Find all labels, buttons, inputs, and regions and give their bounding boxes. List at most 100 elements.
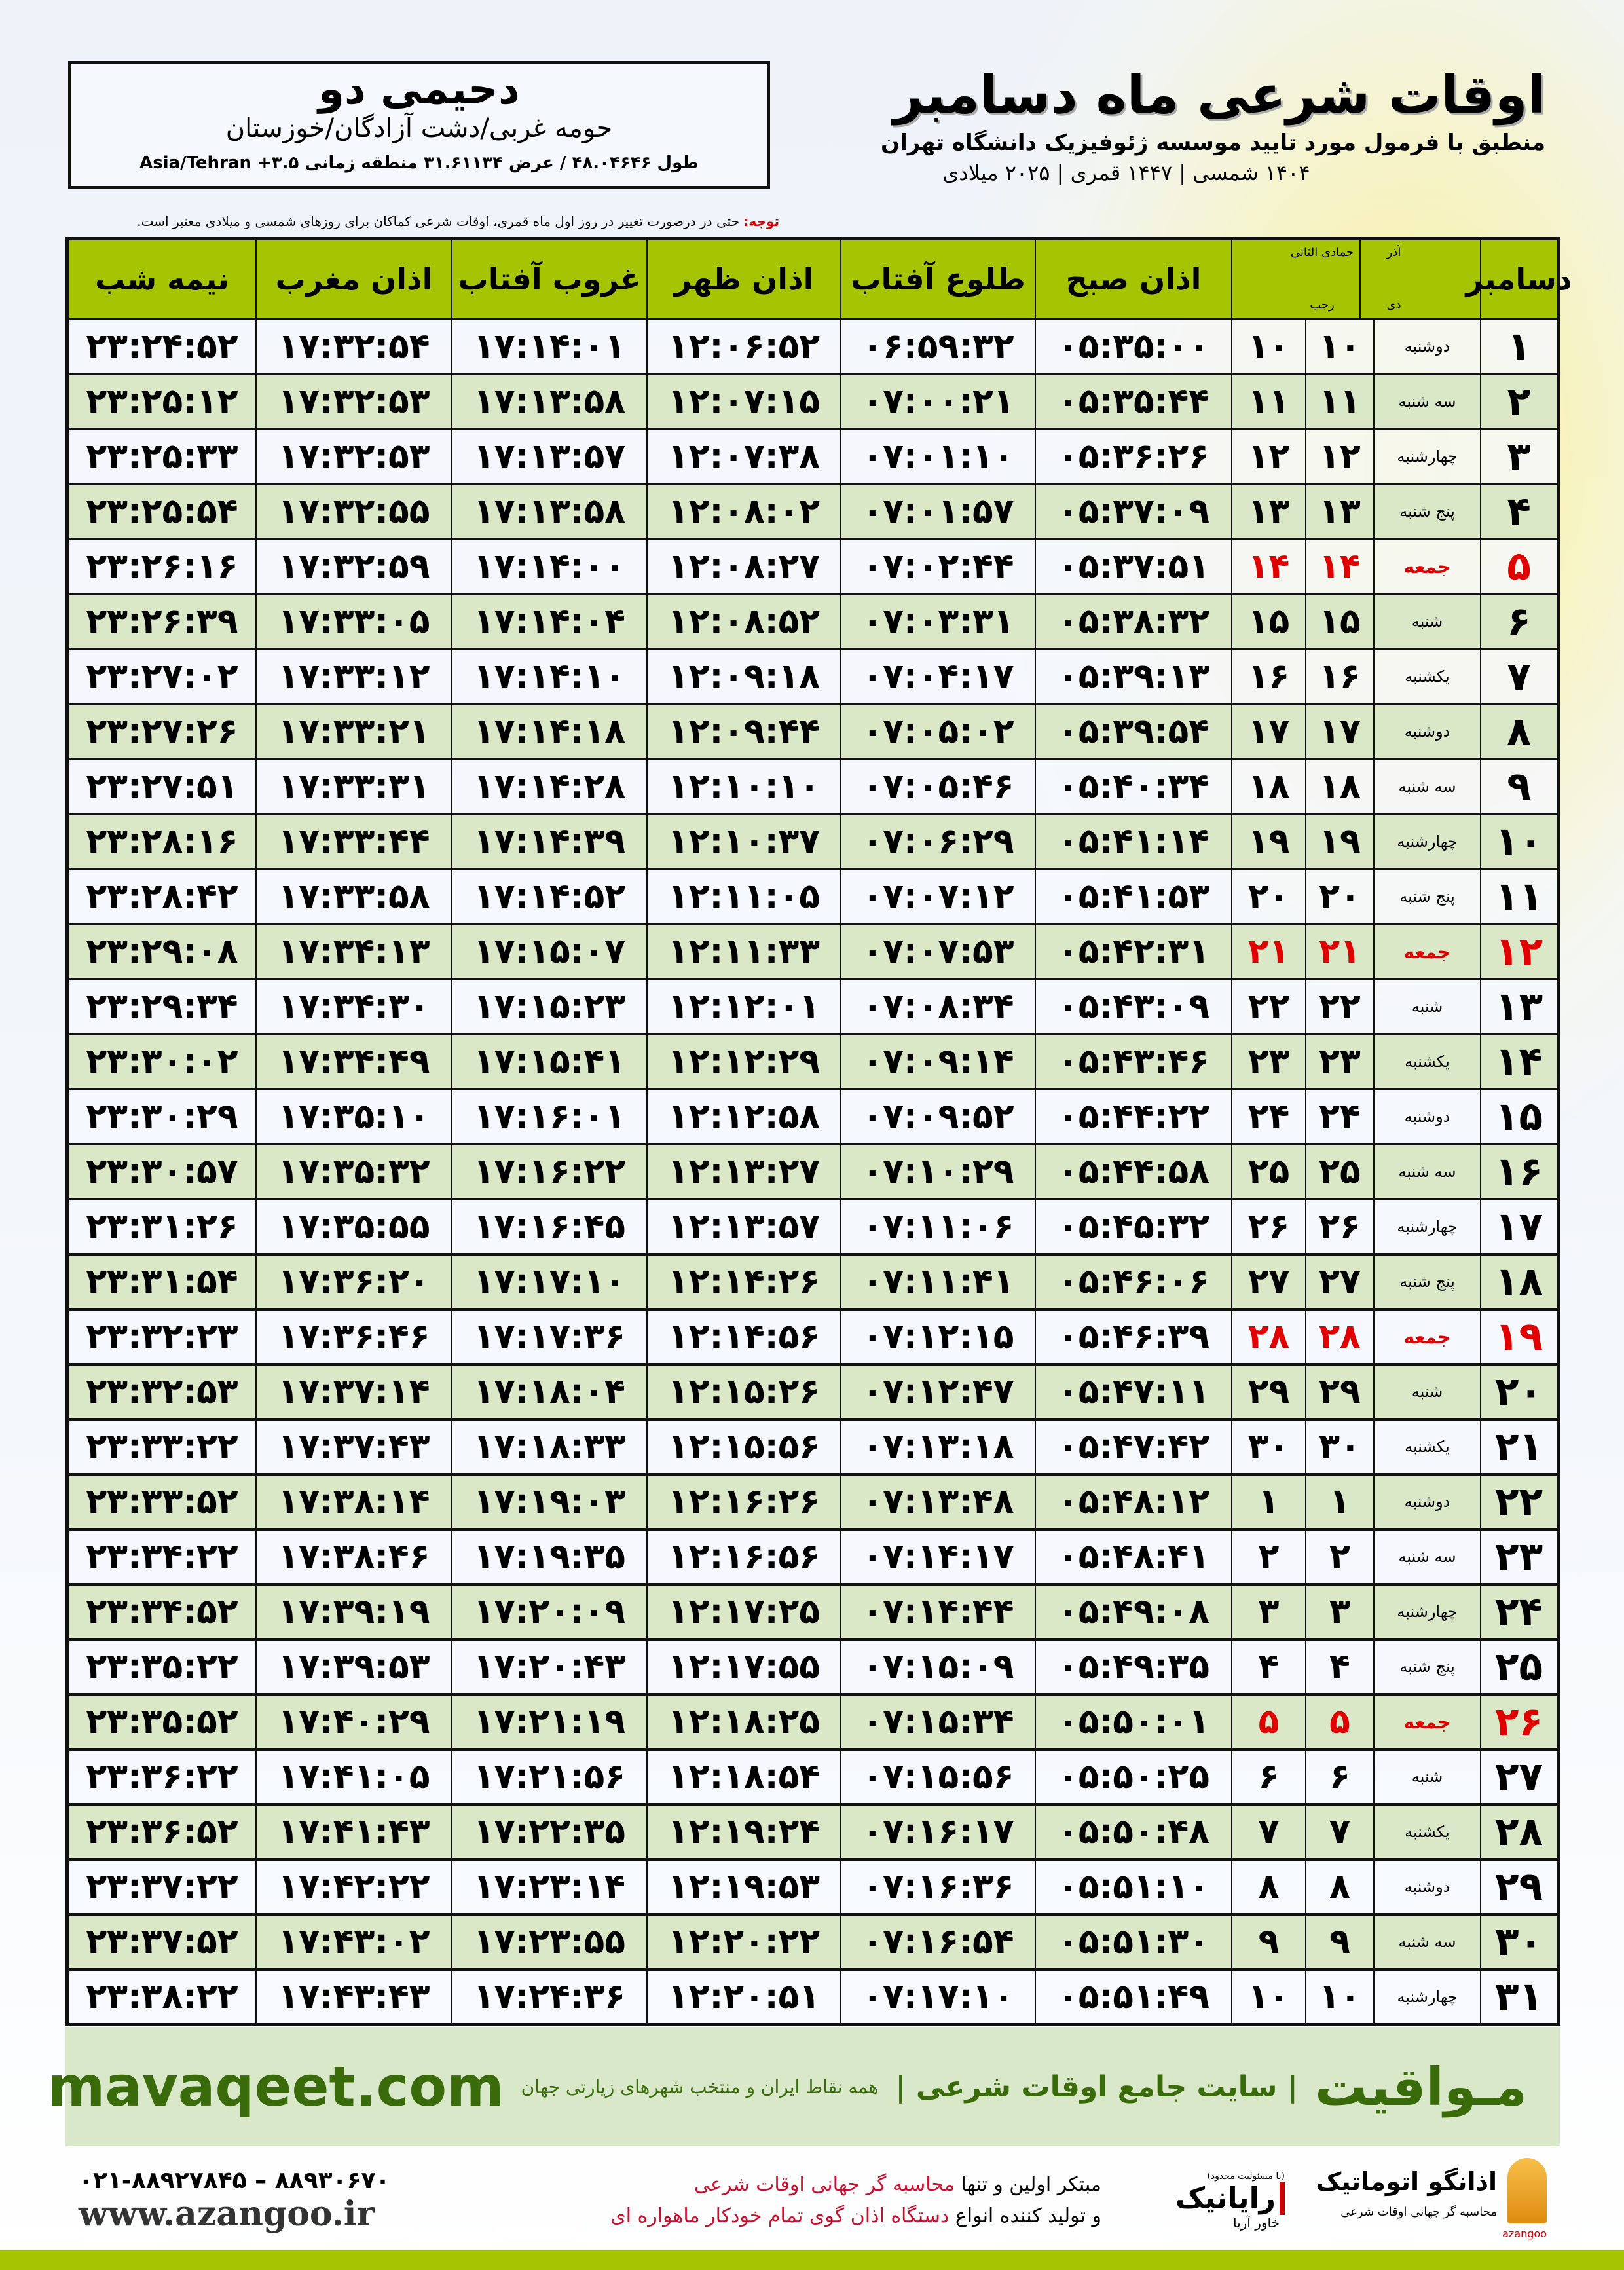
- day-number: ۲۹: [1480, 1861, 1557, 1913]
- dhuhr-time: ۱۲:۰۸:۰۲: [646, 485, 840, 538]
- midnight-time: ۲۳:۳۲:۲۳: [86, 1317, 238, 1356]
- sunrise-time: ۰۷:۰۹:۱۴: [840, 1035, 1035, 1088]
- midnight-time: ۲۳:۲۸:۱۶: [86, 822, 238, 861]
- rayanik-sub: خاور آریا: [1232, 2214, 1280, 2231]
- location-name: دحیمی دو: [318, 65, 520, 114]
- day-number: ۴: [1480, 485, 1557, 538]
- persian-date: ۵: [1305, 1696, 1373, 1748]
- weekday: چهارشنبه: [1373, 430, 1480, 483]
- sunset-time: ۱۷:۲۴:۳۶: [451, 1971, 646, 2023]
- midnight-time: ۲۳:۳۲:۵۳: [86, 1372, 238, 1411]
- sunrise-time: ۰۷:۱۱:۴۱: [840, 1256, 1035, 1308]
- header-persian-month1: آذر: [1386, 246, 1401, 259]
- dhuhr-time: ۱۲:۰۷:۳۸: [646, 430, 840, 483]
- hijri-date: ۲۱: [1231, 925, 1305, 978]
- header-hijri-month1: جمادی الثانی: [1290, 246, 1354, 259]
- dhuhr-time: ۱۲:۱۱:۳۳: [646, 925, 840, 978]
- rayanik-small: (با مسئولیت محدود): [1207, 2170, 1285, 2182]
- hijri-date: ۱۴: [1231, 540, 1305, 593]
- sunset-time: ۱۷:۱۷:۳۶: [451, 1311, 646, 1363]
- location-coords: طول ۴۸.۰۴۶۴۶ / عرض ۳۱.۶۱۱۳۴ منطقه زمانی …: [139, 153, 699, 173]
- header-sunset: غروب آفتاب: [451, 240, 646, 318]
- table-row: ۲۷ شنبه ۶ ۶ ۰۵:۵۰:۲۵ ۰۷:۱۵:۵۶ ۱۲:۱۸:۵۴ ۱۷:۲۱:۵۶…: [69, 1748, 1557, 1803]
- midnight-time: ۲۳:۲۵:۳۳: [86, 437, 238, 476]
- dhuhr-time: ۱۲:۰۹:۱۸: [646, 650, 840, 703]
- rayanik-logo: (با مسئولیت محدود) رایانیک خاور آریا: [1128, 2171, 1285, 2231]
- dhuhr-time: ۱۲:۱۵:۵۶: [646, 1421, 840, 1473]
- azangoo-logo: اذانگو اتوماتیک محاسبه گر جهانی اوقات شر…: [1311, 2158, 1547, 2243]
- midnight-time: ۲۳:۳۰:۲۹: [86, 1097, 238, 1136]
- table-row: ۳۰ سه شنبه ۹ ۹ ۰۵:۵۱:۳۰ ۰۷:۱۶:۵۴ ۱۲:۲۰:۲۲ ۱۷:۲۳…: [69, 1913, 1557, 1968]
- dome-icon: [1507, 2158, 1547, 2223]
- header-midnight: نیمه شب: [95, 261, 229, 297]
- table-row: ۱۹ جمعه ۲۸ ۲۸ ۰۵:۴۶:۳۹ ۰۷:۱۲:۱۵ ۱۲:۱۴:۵۶ ۱۷:۱۷:…: [69, 1308, 1557, 1363]
- weekday: سه شنبه: [1373, 1145, 1480, 1198]
- header-calendars: آذر دی جمادی الثانی رجب: [1231, 240, 1480, 318]
- table-row: ۷ یکشنبه ۱۶ ۱۶ ۰۵:۳۹:۱۳ ۰۷:۰۴:۱۷ ۱۲:۰۹:۱۸ ۱۷:۱۴…: [69, 648, 1557, 703]
- hijri-date: ۲۸: [1231, 1311, 1305, 1363]
- midnight-time: ۲۳:۳۴:۵۲: [86, 1592, 238, 1631]
- day-number: ۲۵: [1480, 1641, 1557, 1693]
- maghrib-time: ۱۷:۳۶:۴۶: [255, 1311, 451, 1363]
- maghrib-time: ۱۷:۳۵:۱۰: [255, 1090, 451, 1143]
- fajr-time: ۰۵:۴۸:۱۲: [1035, 1476, 1231, 1528]
- sunrise-time: ۰۷:۰۵:۴۶: [840, 760, 1035, 813]
- table-row: ۲۲ دوشنبه ۱ ۱ ۰۵:۴۸:۱۲ ۰۷:۱۳:۴۸ ۱۲:۱۶:۲۶ ۱۷:۱۹:…: [69, 1473, 1557, 1528]
- sunrise-time: ۰۷:۰۷:۱۲: [840, 870, 1035, 923]
- phone-numbers: ۰۲۱-۸۸۹۲۷۸۴۵ – ۸۸۹۳۰۶۷۰: [79, 2167, 390, 2194]
- note-text: حتی در درصورت تغییر در روز اول ماه قمری،…: [137, 214, 744, 229]
- promo-1b: محاسبه گر جهانی اوقات شرعی: [694, 2173, 955, 2196]
- website-link[interactable]: www.azangoo.ir: [79, 2194, 375, 2234]
- table-row: ۱۶ سه شنبه ۲۵ ۲۵ ۰۵:۴۴:۵۸ ۰۷:۱۰:۲۹ ۱۲:۱۳:۲۷ ۱۷:…: [69, 1143, 1557, 1198]
- day-number: ۲۰: [1480, 1366, 1557, 1418]
- table-row: ۱۳ شنبه ۲۲ ۲۲ ۰۵:۴۳:۰۹ ۰۷:۰۸:۳۴ ۱۲:۱۲:۰۱ ۱۷:۱۵:…: [69, 978, 1557, 1033]
- dhuhr-time: ۱۲:۱۷:۵۵: [646, 1641, 840, 1693]
- sunset-time: ۱۷:۱۳:۵۸: [451, 485, 646, 538]
- day-number: ۲۱: [1480, 1421, 1557, 1473]
- fajr-time: ۰۵:۴۷:۱۱: [1035, 1366, 1231, 1418]
- fajr-time: ۰۵:۴۹:۰۸: [1035, 1586, 1231, 1638]
- sunrise-time: ۰۷:۱۲:۱۵: [840, 1311, 1035, 1363]
- hijri-date: ۲۳: [1231, 1035, 1305, 1088]
- midnight-time: ۲۳:۳۱:۵۴: [86, 1262, 238, 1301]
- maghrib-time: ۱۷:۳۵:۵۵: [255, 1200, 451, 1253]
- page-title: اوقات شرعی ماه دسامبر: [893, 64, 1545, 125]
- hijri-date: ۲: [1231, 1531, 1305, 1583]
- maghrib-time: ۱۷:۳۴:۳۰: [255, 980, 451, 1033]
- persian-date: ۳: [1305, 1586, 1373, 1638]
- bottom-bar: [0, 2250, 1624, 2270]
- hijri-date: ۱۷: [1231, 705, 1305, 758]
- maghrib-time: ۱۷:۳۸:۴۶: [255, 1531, 451, 1583]
- hijri-date: ۲۶: [1231, 1200, 1305, 1253]
- fajr-time: ۰۵:۴۱:۱۴: [1035, 815, 1231, 868]
- midnight-time: ۲۳:۲۷:۰۲: [86, 657, 238, 696]
- hijri-date: ۲۹: [1231, 1366, 1305, 1418]
- weekday: دوشنبه: [1373, 320, 1480, 373]
- table-row: ۲۶ جمعه ۵ ۵ ۰۵:۵۰:۰۱ ۰۷:۱۵:۳۴ ۱۲:۱۸:۲۵ ۱۷:۲۱:۱۹…: [69, 1693, 1557, 1748]
- midnight-time: ۲۳:۲۸:۴۲: [86, 877, 238, 916]
- note-label: توجه:: [743, 214, 779, 229]
- persian-date: ۱۷: [1305, 705, 1373, 758]
- mavaqeet-url[interactable]: mavaqeet.com: [47, 2055, 504, 2119]
- weekday: یکشنبه: [1373, 650, 1480, 703]
- weekday: سه شنبه: [1373, 1916, 1480, 1968]
- maghrib-time: ۱۷:۳۲:۵۳: [255, 430, 451, 483]
- sunrise-time: ۰۷:۱۰:۲۹: [840, 1145, 1035, 1198]
- sunrise-time: ۰۷:۰۳:۳۱: [840, 595, 1035, 648]
- table-row: ۱ دوشنبه ۱۰ ۱۰ ۰۵:۳۵:۰۰ ۰۶:۵۹:۳۲ ۱۲:۰۶:۵۲ ۱۷:۱۴…: [69, 318, 1557, 373]
- weekday: جمعه: [1373, 1696, 1480, 1748]
- maghrib-time: ۱۷:۴۱:۴۳: [255, 1806, 451, 1858]
- persian-date: ۱۰: [1305, 1971, 1373, 2023]
- midnight-time: ۲۳:۲۹:۳۴: [86, 987, 238, 1026]
- dhuhr-time: ۱۲:۱۳:۵۷: [646, 1200, 840, 1253]
- persian-date: ۲۲: [1305, 980, 1373, 1033]
- weekday: دوشنبه: [1373, 1090, 1480, 1143]
- dhuhr-time: ۱۲:۲۰:۲۲: [646, 1916, 840, 1968]
- persian-date: ۱۲: [1305, 430, 1373, 483]
- sunset-time: ۱۷:۱۴:۱۰: [451, 650, 646, 703]
- fajr-time: ۰۵:۴۳:۰۹: [1035, 980, 1231, 1033]
- fajr-time: ۰۵:۴۷:۴۲: [1035, 1421, 1231, 1473]
- sunset-time: ۱۷:۲۳:۱۴: [451, 1861, 646, 1913]
- maghrib-time: ۱۷:۳۶:۲۰: [255, 1256, 451, 1308]
- midnight-time: ۲۳:۳۰:۵۷: [86, 1152, 238, 1191]
